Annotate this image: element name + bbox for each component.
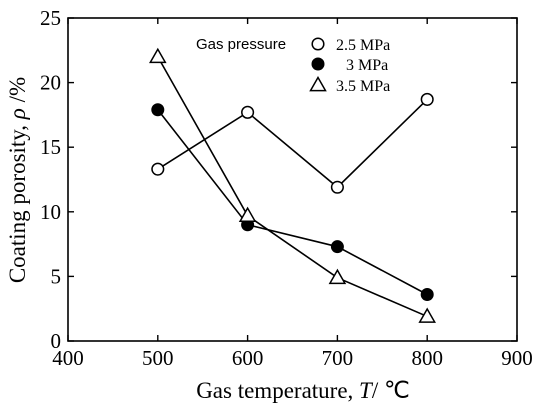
x-tick-label: 900 [501, 346, 533, 370]
y-axis-label-text: Coating porosity, [5, 119, 30, 283]
data-point [149, 47, 167, 64]
series-line [157, 56, 428, 318]
series-line [157, 109, 428, 296]
tick-labels: 400 500 600 700 800 900 0 5 10 15 20 25 [40, 6, 533, 370]
x-tick-label: 600 [232, 346, 264, 370]
x-tick-label: 400 [52, 346, 84, 370]
series-1 [151, 103, 434, 301]
series-line [157, 98, 428, 189]
data-point [241, 105, 255, 119]
x-tick-label: 500 [142, 346, 174, 370]
data-point [330, 240, 344, 254]
plot-border [67, 17, 518, 342]
legend-label: 2.5 MPa [336, 37, 390, 54]
y-tick-label: 25 [40, 6, 61, 30]
axis-ticks [67, 17, 518, 342]
x-tick-label: 800 [411, 346, 443, 370]
series-group [149, 47, 436, 323]
x-axis-label: Gas temperature, T/ ℃ [196, 378, 410, 403]
data-point [238, 206, 257, 223]
legend-label: 3 MPa [346, 57, 388, 74]
x-axis-label-unit: / ℃ [372, 378, 410, 403]
data-point [420, 287, 434, 301]
plot-frame [67, 17, 518, 342]
y-tick-label: 15 [40, 135, 61, 159]
y-tick-label: 20 [40, 71, 61, 95]
y-tick-label: 10 [40, 200, 61, 224]
legend-title: Gas pressure [196, 36, 286, 53]
legend: Gas pressure 2.5 MPa 3 MPa 3.5 MPa [196, 36, 390, 95]
series-0 [151, 92, 434, 194]
x-axis-label-var: T [359, 378, 374, 403]
series-2 [149, 47, 436, 323]
data-point [330, 180, 344, 194]
legend-label: 3.5 MPa [336, 78, 390, 95]
data-point [418, 307, 436, 323]
legend-marker [309, 75, 327, 92]
legend-marker [311, 57, 325, 71]
y-axis-label: Coating porosity, ρ /% [5, 77, 30, 283]
data-point [151, 162, 165, 176]
y-tick-label: 0 [51, 329, 62, 353]
data-point [328, 268, 347, 285]
data-point [151, 103, 165, 117]
y-axis-label-unit: /% [5, 77, 30, 108]
x-tick-label: 700 [322, 346, 354, 370]
y-axis-label-var: ρ [5, 108, 30, 120]
x-axis-label-text: Gas temperature, [196, 378, 359, 403]
legend-marker [311, 37, 325, 51]
data-point [420, 92, 434, 106]
y-tick-label: 5 [51, 264, 62, 288]
